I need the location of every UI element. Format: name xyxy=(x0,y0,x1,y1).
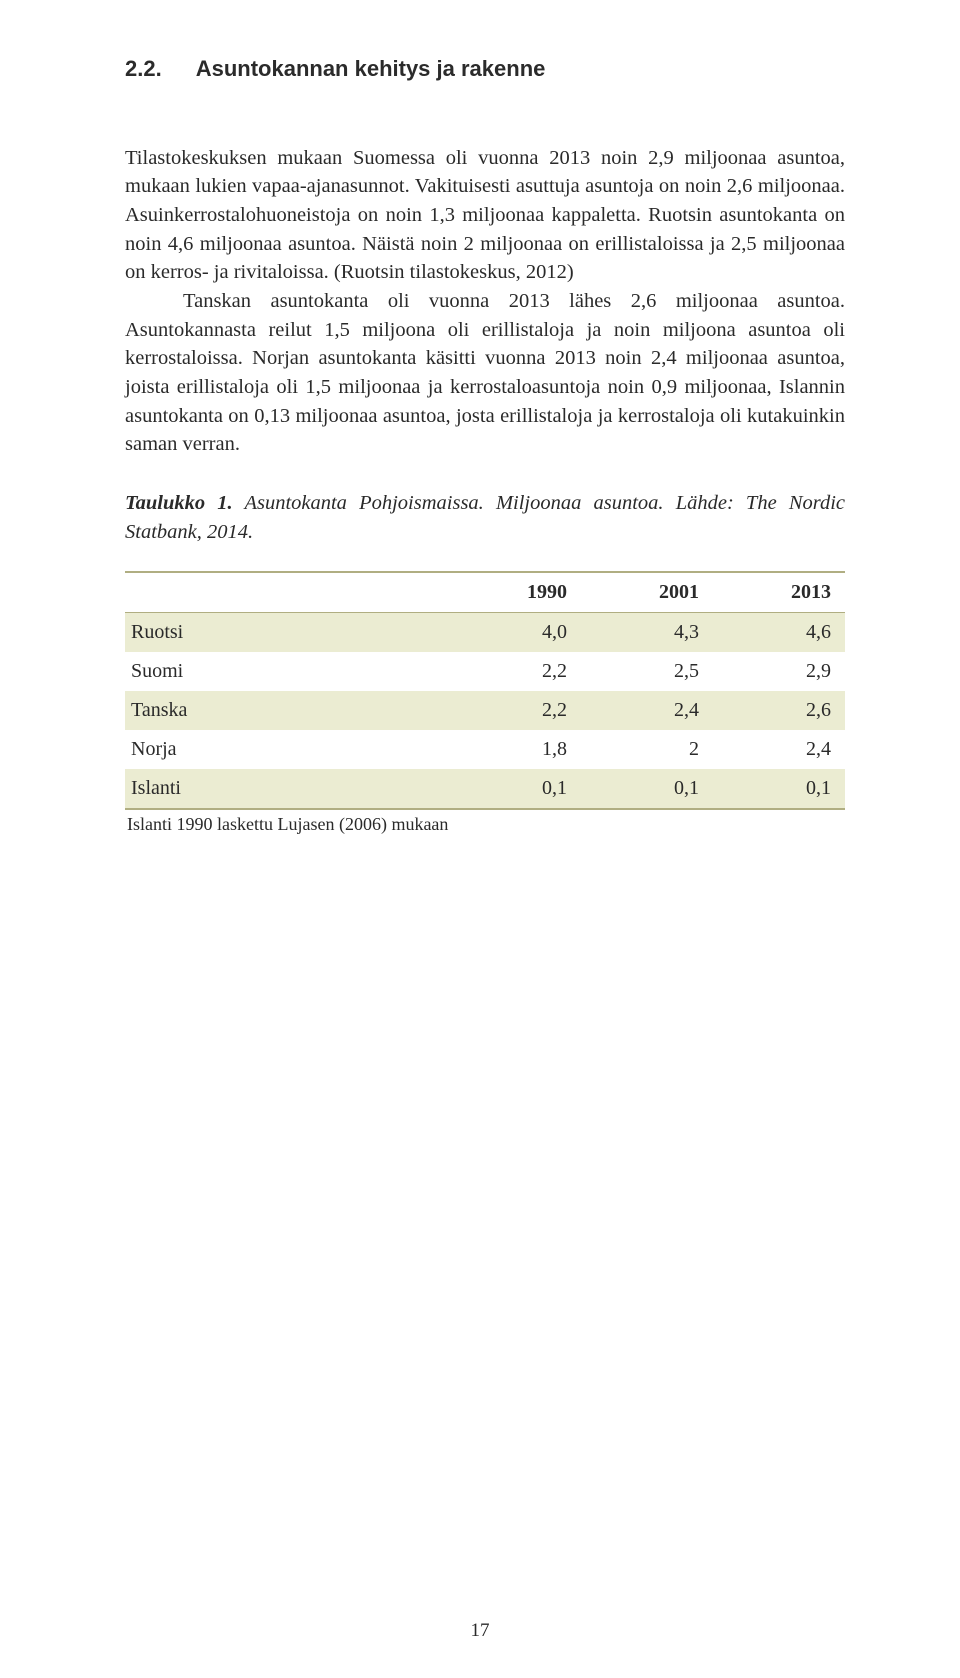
table-cell: 0,1 xyxy=(581,769,713,809)
section-number: 2.2. xyxy=(125,55,162,84)
table-row: Ruotsi4,04,34,6 xyxy=(125,612,845,652)
table-header-row: 1990 2001 2013 xyxy=(125,572,845,613)
table-caption: Taulukko 1. Asuntokanta Pohjoismaissa. M… xyxy=(125,489,845,546)
table-header-empty xyxy=(125,572,449,613)
paragraph-text-a: Tilastokeskuksen mukaan Suomessa oli vuo… xyxy=(125,147,845,284)
table-row-label: Tanska xyxy=(125,691,449,730)
caption-rest: Asuntokanta Pohjoismaissa. Miljoonaa asu… xyxy=(125,492,845,543)
table-row: Tanska2,22,42,6 xyxy=(125,691,845,730)
table-cell: 4,0 xyxy=(449,612,581,652)
table-header-col: 2013 xyxy=(713,572,845,613)
caption-lead: Taulukko 1. xyxy=(125,492,233,514)
table-cell: 2,2 xyxy=(449,691,581,730)
table-row-label: Ruotsi xyxy=(125,612,449,652)
table-footnote: Islanti 1990 laskettu Lujasen (2006) muk… xyxy=(127,813,845,836)
table-header-col: 2001 xyxy=(581,572,713,613)
table-cell: 4,3 xyxy=(581,612,713,652)
table-header-col: 1990 xyxy=(449,572,581,613)
table-row: Islanti0,10,10,1 xyxy=(125,769,845,809)
table-row-label: Suomi xyxy=(125,652,449,691)
body-paragraph-1: Tilastokeskuksen mukaan Suomessa oli vuo… xyxy=(125,144,845,460)
table-cell: 2,4 xyxy=(713,730,845,769)
table-cell: 2,4 xyxy=(581,691,713,730)
table-cell: 2,2 xyxy=(449,652,581,691)
table-cell: 2,6 xyxy=(713,691,845,730)
table-body: Ruotsi4,04,34,6Suomi2,22,52,9Tanska2,22,… xyxy=(125,612,845,809)
table-row: Norja1,822,4 xyxy=(125,730,845,769)
table-cell: 2,5 xyxy=(581,652,713,691)
table-cell: 4,6 xyxy=(713,612,845,652)
table-cell: 0,1 xyxy=(713,769,845,809)
section-heading: 2.2. Asuntokannan kehitys ja rakenne xyxy=(125,55,845,84)
paragraph-text-b: Tanskan asuntokanta oli vuonna 2013 lähe… xyxy=(125,290,845,455)
table-cell: 0,1 xyxy=(449,769,581,809)
table-row-label: Norja xyxy=(125,730,449,769)
document-page: 2.2. Asuntokannan kehitys ja rakenne Til… xyxy=(0,0,960,1678)
table-row: Suomi2,22,52,9 xyxy=(125,652,845,691)
table-cell: 1,8 xyxy=(449,730,581,769)
section-title: Asuntokannan kehitys ja rakenne xyxy=(196,55,546,84)
table-cell: 2,9 xyxy=(713,652,845,691)
page-number: 17 xyxy=(0,1620,960,1642)
table-row-label: Islanti xyxy=(125,769,449,809)
table-cell: 2 xyxy=(581,730,713,769)
housing-table: 1990 2001 2013 Ruotsi4,04,34,6Suomi2,22,… xyxy=(125,571,845,810)
